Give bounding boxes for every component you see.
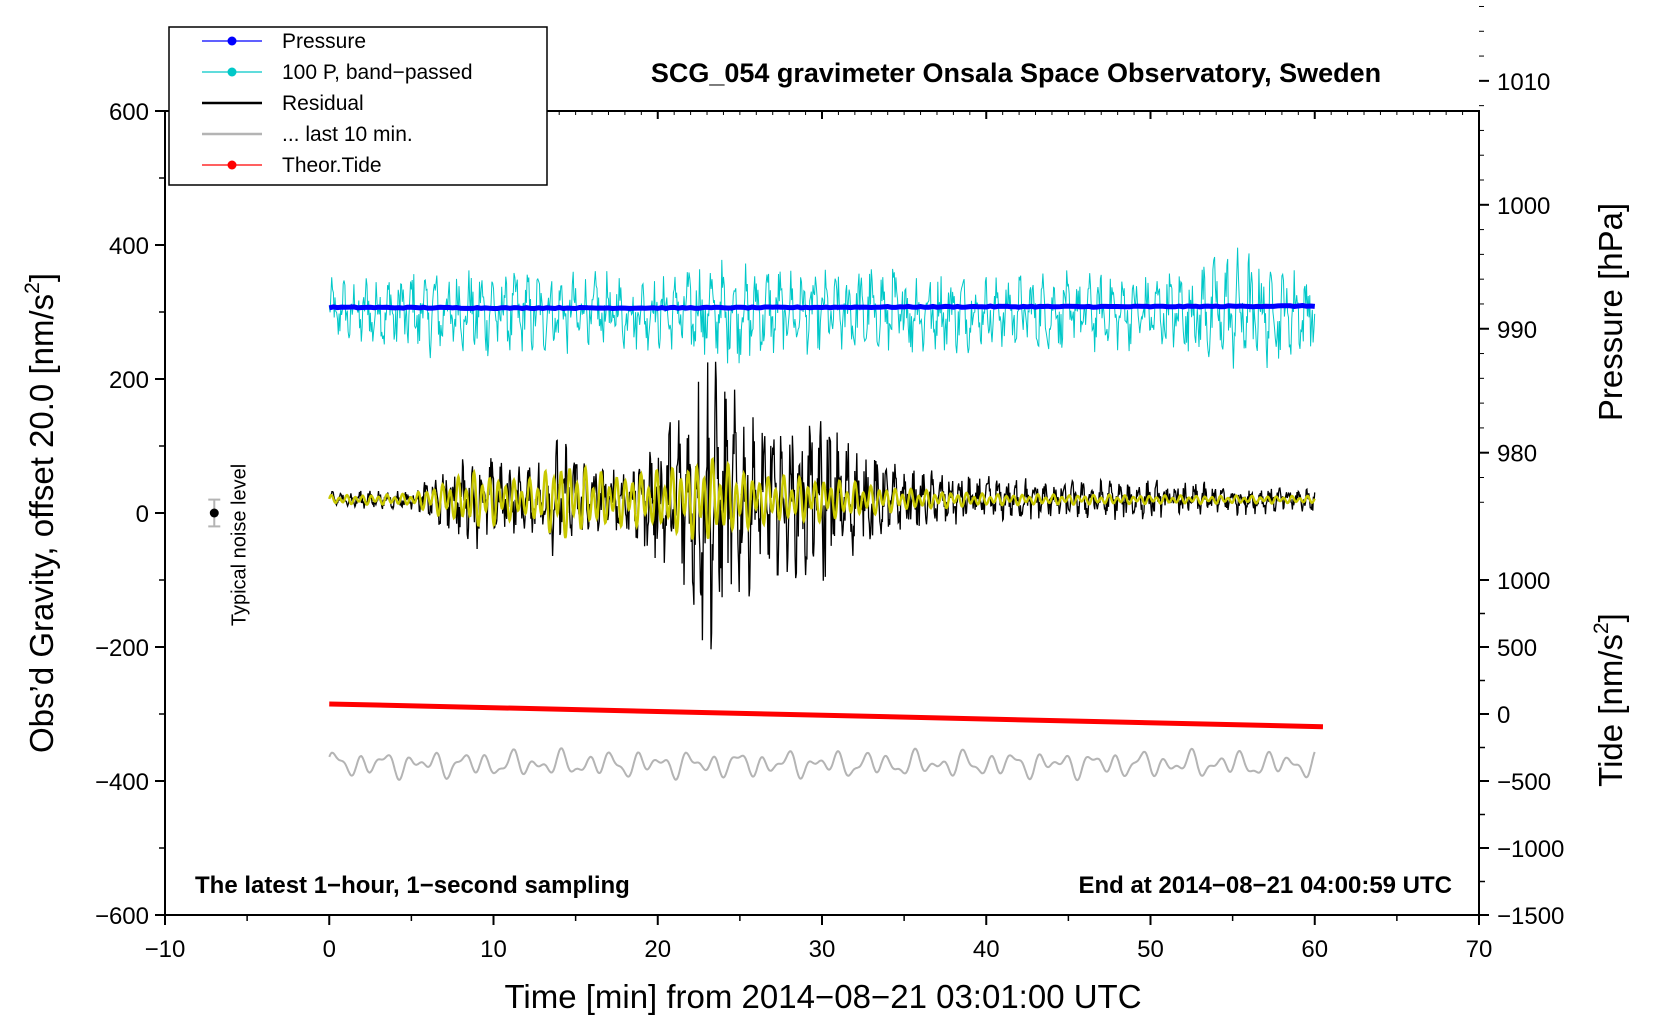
x-tick-label-0: −10 xyxy=(145,936,186,963)
x-tick-label-4: 30 xyxy=(809,936,836,963)
note-end-time: End at 2014−08−21 04:00:59 UTC xyxy=(1078,872,1452,899)
series-band-passed-pressure xyxy=(328,247,1316,369)
y-axis-pressure: 9809901000101010201030 xyxy=(1479,5,1550,503)
x-tick-label-7: 60 xyxy=(1301,936,1328,963)
legend: Pressure 100 P, band−passed Residual ... la… xyxy=(168,26,548,186)
y-axis-tide-title-sup: 2 xyxy=(1590,622,1613,634)
y-tick-label-0: −600 xyxy=(95,903,149,930)
legend-label-theor-tide: Theor.Tide xyxy=(282,154,382,177)
x-axis: −10 0 10 20 30 40 50 60 70 xyxy=(145,111,1493,963)
legend-marker-pressure xyxy=(227,36,237,46)
legend-items: Pressure 100 P, band−passed Residual ... la… xyxy=(202,30,473,177)
chart-title: SCG_054 gravimeter Onsala Space Observat… xyxy=(651,58,1381,88)
y-axis-tide-title-main: Tide [nm/s xyxy=(1592,634,1629,787)
x-tick-label-1: 0 xyxy=(323,936,336,963)
y-axis-left: −600 −400 −200 0 200 400 600 xyxy=(95,99,165,930)
legend-label-last-10-min: ... last 10 min. xyxy=(282,123,413,146)
x-tick-label-8: 70 xyxy=(1466,936,1493,963)
legend-marker-100-p-band-passed xyxy=(227,67,237,77)
y-tick-label-3: 0 xyxy=(136,501,149,528)
legend-marker-theor-tide xyxy=(227,160,237,170)
y-tick-label-1: −400 xyxy=(95,769,149,796)
y-axis-left-title-sup: 2 xyxy=(21,282,44,294)
noise-dot xyxy=(209,508,219,518)
x-tick-label-6: 50 xyxy=(1137,936,1164,963)
y-axis-left-title-main: Obs’d Gravity, offset 20.0 [nm/s xyxy=(23,294,60,753)
y-axis-tide-title: Tide [nm/s2] xyxy=(1590,613,1629,787)
y-axis-left-title-end: ] xyxy=(23,273,60,282)
noise-marker: Typical noise level xyxy=(208,464,250,626)
pressure-tick-label-3: 1010 xyxy=(1497,69,1550,96)
x-axis-title: Time [min] from 2014−08−21 03:01:00 UTC xyxy=(504,978,1141,1015)
x-tick-label-2: 10 xyxy=(480,936,507,963)
tide-tick-label-5: 1000 xyxy=(1497,568,1550,595)
tide-tick-label-2: −500 xyxy=(1497,769,1551,796)
pressure-tick-label-1: 990 xyxy=(1497,317,1537,344)
noise-label: Typical noise level xyxy=(228,464,250,626)
tide-tick-label-4: 500 xyxy=(1497,635,1537,662)
y-axis-pressure-title: Pressure [hPa] xyxy=(1592,203,1629,421)
y-axis-left-title: Obs’d Gravity, offset 20.0 [nm/s2] xyxy=(21,273,60,753)
series-theoretical-tide xyxy=(329,701,1324,730)
legend-box xyxy=(168,26,548,186)
tide-tick-label-3: 0 xyxy=(1497,702,1510,729)
y-tick-label-4: 200 xyxy=(109,367,149,394)
y-tick-label-5: 400 xyxy=(109,233,149,260)
y-tick-label-2: −200 xyxy=(95,635,149,662)
y-axis-tide: −1500 −1000 −500 0 500 1000 xyxy=(1479,568,1564,930)
tide-tick-label-1: −1000 xyxy=(1497,836,1564,863)
legend-label-residual: Residual xyxy=(282,92,364,115)
x-tick-label-3: 20 xyxy=(644,936,671,963)
plot-series xyxy=(328,247,1324,782)
series-pressure xyxy=(328,302,1316,312)
y-tick-label-6: 600 xyxy=(109,99,149,126)
tide-tick-label-0: −1500 xyxy=(1497,903,1564,930)
x-tick-label-5: 40 xyxy=(973,936,1000,963)
pressure-tick-label-2: 1000 xyxy=(1497,193,1550,220)
series-last-10-min xyxy=(328,747,1316,782)
y-axis-tide-title-end: ] xyxy=(1592,613,1629,622)
series-residual-filtered xyxy=(328,456,1316,540)
legend-label-pressure: Pressure xyxy=(282,30,366,53)
pressure-tick-label-0: 980 xyxy=(1497,441,1537,468)
note-sampling: The latest 1−hour, 1−second sampling xyxy=(195,872,630,899)
legend-label-100-p-band-passed: 100 P, band−passed xyxy=(282,61,473,84)
